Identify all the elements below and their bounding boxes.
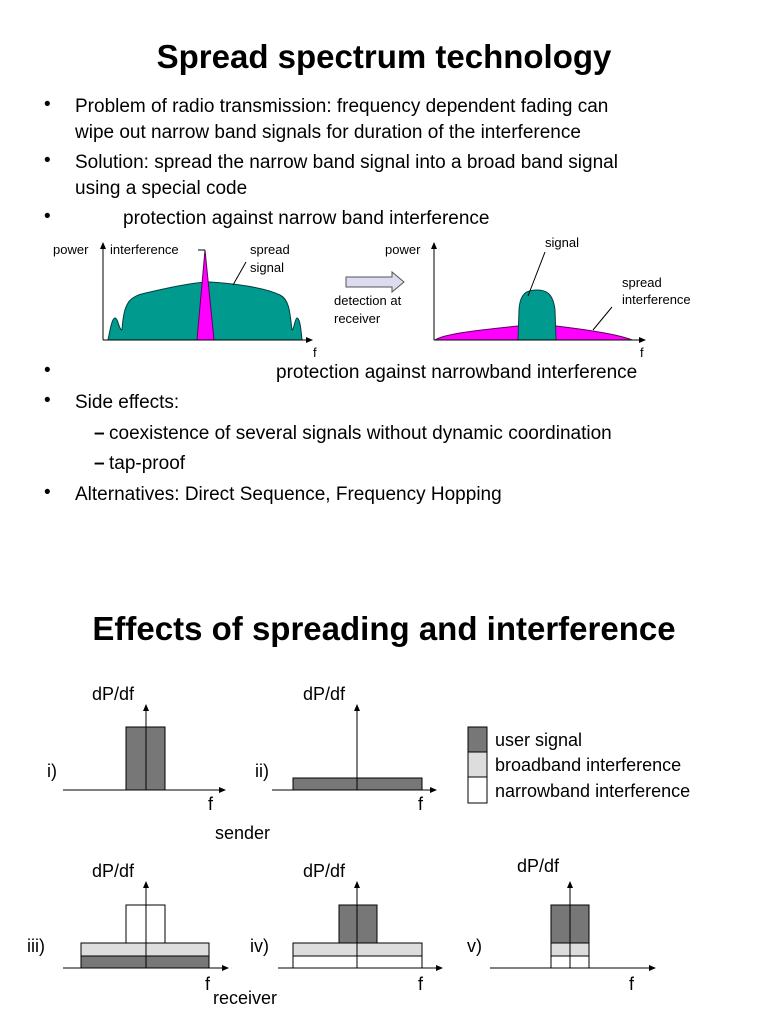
bullet-text: Problem of radio transmission: frequency… bbox=[75, 96, 609, 117]
legend-swatch-user-signal bbox=[467, 726, 488, 753]
plot-iv: dP/df iv) f bbox=[250, 861, 443, 994]
plot-number: ii) bbox=[255, 761, 269, 781]
plot-number: v) bbox=[467, 936, 482, 956]
y-axis-label: dP/df bbox=[303, 684, 346, 704]
x-axis-label: f bbox=[640, 345, 644, 360]
spread-interference-label: spread bbox=[622, 275, 662, 290]
x-axis-label: f bbox=[418, 794, 424, 814]
user-signal-bar bbox=[80, 955, 210, 969]
interference-label: interference bbox=[110, 242, 179, 257]
plot-ii: dP/df ii) f bbox=[255, 684, 437, 814]
arrow-right-icon bbox=[345, 270, 405, 294]
y-axis-label: power bbox=[53, 242, 89, 257]
spread-signal-diagram: power interference spread signal f bbox=[53, 242, 317, 360]
legend-swatch-broadband bbox=[467, 751, 488, 778]
x-axis-label: f bbox=[205, 974, 211, 994]
y-axis-label: dP/df bbox=[92, 684, 135, 704]
x-axis-label: f bbox=[418, 974, 424, 994]
sub-bullet-text: coexistence of several signals without d… bbox=[109, 423, 612, 444]
spread-signal-label: signal bbox=[250, 260, 284, 275]
detection-label: receiver bbox=[334, 311, 381, 326]
detection-arrow: detection at receiver bbox=[334, 270, 405, 326]
y-axis-label: dP/df bbox=[517, 856, 560, 876]
bullet-dot: • bbox=[44, 390, 51, 411]
bullet-text: protection against narrowband interferen… bbox=[276, 362, 638, 383]
legend: user signal broadband interference narro… bbox=[467, 726, 690, 804]
bullet-dot: • bbox=[44, 150, 51, 171]
plot-v: dP/df v) f bbox=[467, 856, 656, 994]
signal-shape bbox=[517, 289, 557, 341]
bullet-dot: • bbox=[44, 482, 51, 503]
sub-bullet-text: tap-proof bbox=[109, 453, 186, 474]
legend-label: broadband interference bbox=[495, 755, 681, 775]
bullet-text: Alternatives: Direct Sequence, Frequency… bbox=[75, 484, 502, 505]
plot-number: iii) bbox=[27, 936, 45, 956]
bullet-text: protection against narrow band interfere… bbox=[123, 208, 490, 229]
despread-diagram: power signal spread interference f bbox=[385, 235, 691, 360]
user-signal-bar bbox=[338, 904, 378, 944]
plot-number: iv) bbox=[250, 936, 269, 956]
bullet-text: Side effects: bbox=[75, 392, 180, 413]
y-axis-label: dP/df bbox=[92, 861, 135, 881]
bullet-text: using a special code bbox=[75, 178, 248, 199]
plot-i: dP/df i) f bbox=[47, 684, 226, 814]
dash: – bbox=[94, 423, 105, 444]
bullet-dot: • bbox=[44, 94, 51, 115]
x-axis-label: f bbox=[313, 345, 317, 360]
signal-label: signal bbox=[545, 235, 579, 250]
legend-label: user signal bbox=[495, 730, 582, 750]
sender-label: sender bbox=[215, 823, 270, 843]
legend-swatch-narrowband bbox=[467, 776, 488, 804]
bullet-text: Solution: spread the narrow band signal … bbox=[75, 152, 618, 173]
y-axis-label: dP/df bbox=[303, 861, 346, 881]
spread-signal-label: spread bbox=[250, 242, 290, 257]
bullet-dot: • bbox=[44, 206, 51, 227]
dash: – bbox=[94, 453, 105, 474]
y-axis-label: power bbox=[385, 242, 421, 257]
broadband-interference-bar bbox=[80, 942, 210, 957]
legend-label: narrowband interference bbox=[495, 781, 690, 801]
bullet-text: wipe out narrow band signals for duratio… bbox=[75, 122, 581, 143]
plot-number: i) bbox=[47, 761, 57, 781]
detection-label: detection at bbox=[334, 293, 402, 308]
receiver-label: receiver bbox=[213, 988, 277, 1008]
bullet-dot: • bbox=[44, 360, 51, 381]
slide-title-2: Effects of spreading and interference bbox=[92, 610, 676, 647]
slide-title-1: Spread spectrum technology bbox=[156, 38, 612, 75]
x-axis-label: f bbox=[629, 974, 635, 994]
spread-interference-label: interference bbox=[622, 292, 691, 307]
x-axis-label: f bbox=[208, 794, 214, 814]
plot-iii: dP/df iii) f bbox=[27, 861, 229, 994]
